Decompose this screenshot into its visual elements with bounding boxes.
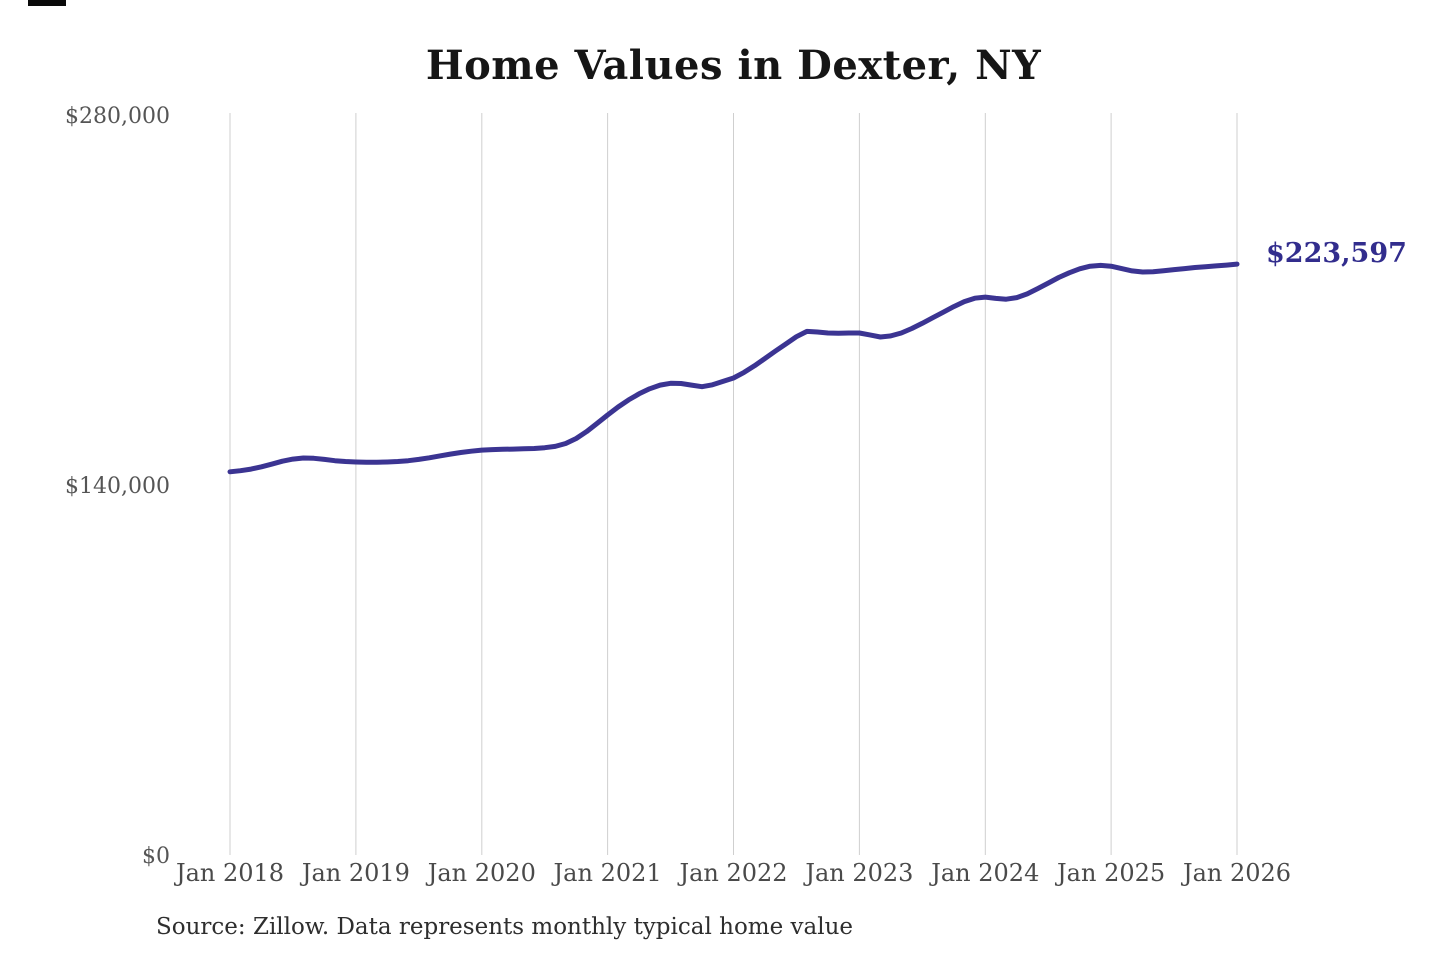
y-tick-label: $280,000 — [65, 104, 170, 129]
x-tick-label: Jan 2024 — [928, 859, 1039, 887]
y-tick-label: $140,000 — [65, 474, 170, 499]
home-value-line — [227, 261, 1240, 475]
source-note: Source: Zillow. Data represents monthly … — [156, 914, 854, 940]
x-tick-label: Jan 2021 — [551, 859, 662, 887]
latest-value-label: $223,597 — [1266, 238, 1407, 270]
x-tick-label: Jan 2022 — [676, 859, 787, 887]
x-tick-label: Jan 2026 — [1180, 859, 1291, 887]
y-tick-label: $0 — [142, 844, 170, 869]
x-tick-label: Jan 2019 — [299, 859, 410, 887]
x-tick-label: Jan 2025 — [1054, 859, 1165, 887]
x-tick-label: Jan 2020 — [425, 859, 536, 887]
x-tick-label: Jan 2023 — [802, 859, 913, 887]
top-edge-artifact — [28, 0, 66, 6]
x-tick-label: Jan 2018 — [173, 859, 284, 887]
chart-title: Home Values in Dexter, NY — [425, 42, 1042, 89]
